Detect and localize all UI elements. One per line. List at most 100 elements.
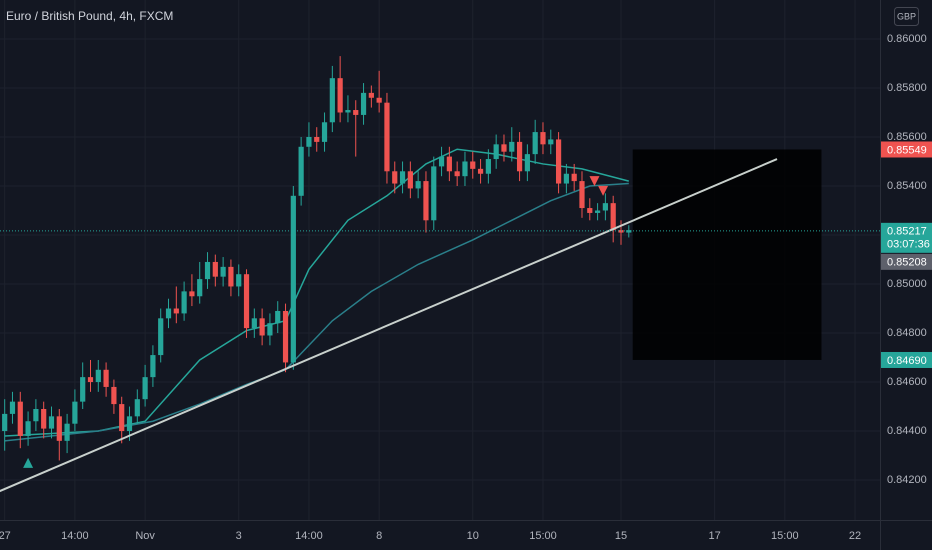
candle-body [314,136,320,142]
candle-body [33,408,39,422]
candle-body [80,377,86,402]
candle-body [17,401,23,436]
candle-body [150,355,156,378]
candle-body [197,279,203,297]
x-tick-label: 15 [615,530,627,542]
y-tick-label: 0.86000 [887,33,927,45]
candle-body [251,318,257,329]
candle-body [275,310,281,324]
currency-button[interactable] [894,7,919,26]
candle-body [2,413,8,432]
y-tick-label: 0.84200 [887,474,927,486]
candle-body [126,416,133,432]
candle-body [353,110,359,115]
candle-body [602,203,608,211]
candle-body [243,274,250,329]
candle-body [548,139,554,145]
axes: 0.84200 0.84400 0.84600 0.84800 0.85000 0.852… [0,33,932,542]
x-tick-label: 14:00 [295,530,323,542]
candle-body [392,171,398,184]
candle-body [41,408,47,429]
candle-body [9,401,16,414]
price-badge-label: 0.85208 [887,257,927,269]
price-badge [881,141,932,158]
candle-body [360,92,367,115]
candle-body [579,181,585,209]
candle-body [376,97,382,103]
candle-body [329,78,335,123]
candle-body [236,274,242,287]
candle-body [298,146,304,196]
x-tick-label: 15:00 [771,530,799,542]
candle-body [384,102,390,172]
candle-body [594,210,601,213]
candle-body [282,310,289,363]
y-tick-label: 0.85400 [887,180,927,192]
candle-body [477,168,484,174]
currency-label[interactable]: GBP [897,11,916,21]
candle-body [454,171,460,177]
chart-title: Euro / British Pound, 4h, FXCM [6,9,173,23]
candle-body [111,386,117,405]
candle-body [446,156,452,172]
candle-body [516,141,523,172]
candle-body [501,144,507,152]
y-tick-label: 0.85800 [887,82,927,94]
x-tick-label: Nov [135,530,155,542]
candle-body [56,416,62,441]
candle-body [415,181,421,189]
signal-marker [23,457,34,468]
candle-body [173,308,179,314]
candle-body [321,122,328,142]
moving-average [4,182,629,442]
x-tick-label: 3 [236,530,242,542]
candle-body [610,203,616,231]
candle-body [142,377,148,400]
candle-body [158,318,164,356]
x-tick-label: 10 [467,530,479,542]
x-tick-label: 17 [708,530,720,542]
candle-body [220,266,226,277]
price-badge [881,253,932,270]
candle-body [399,171,406,184]
candle-body [290,195,296,363]
candle-body [509,141,515,152]
candle-body [345,110,351,113]
x-tick-label: 15:00 [529,530,557,542]
last-price-badge [881,222,932,253]
candle-body [259,318,265,336]
candle-body [431,166,437,221]
y-tick-label: 0.84600 [887,376,927,388]
undefined [632,233,822,360]
candle-body [48,416,55,429]
candle-body [470,161,476,169]
candle-body [337,78,343,113]
signal-marker [589,176,600,187]
candle-body [306,136,312,147]
candle-body [87,377,94,383]
y-tick-label: 0.84800 [887,327,927,339]
candle-body [119,404,125,432]
trendline [0,158,778,493]
plot-area [0,56,880,493]
x-tick-label: 27 [0,530,11,542]
candle-body [72,401,78,424]
x-tick-label: 14:00 [61,530,89,542]
undefined [632,149,822,234]
x-tick-label: 8 [376,530,382,542]
candle-body [423,181,429,221]
candle-body [267,323,273,336]
candle-body [407,171,413,189]
candle-body [103,369,109,387]
candle-body [212,261,218,277]
y-tick-label: 0.84400 [887,425,927,437]
candle-body [204,261,211,280]
candle-body [618,230,624,233]
candle-body [587,208,593,213]
candle-body [485,159,491,174]
candle-body [524,154,530,172]
candle-body [493,144,499,160]
candle-body [181,291,187,314]
price-badge [881,351,932,368]
